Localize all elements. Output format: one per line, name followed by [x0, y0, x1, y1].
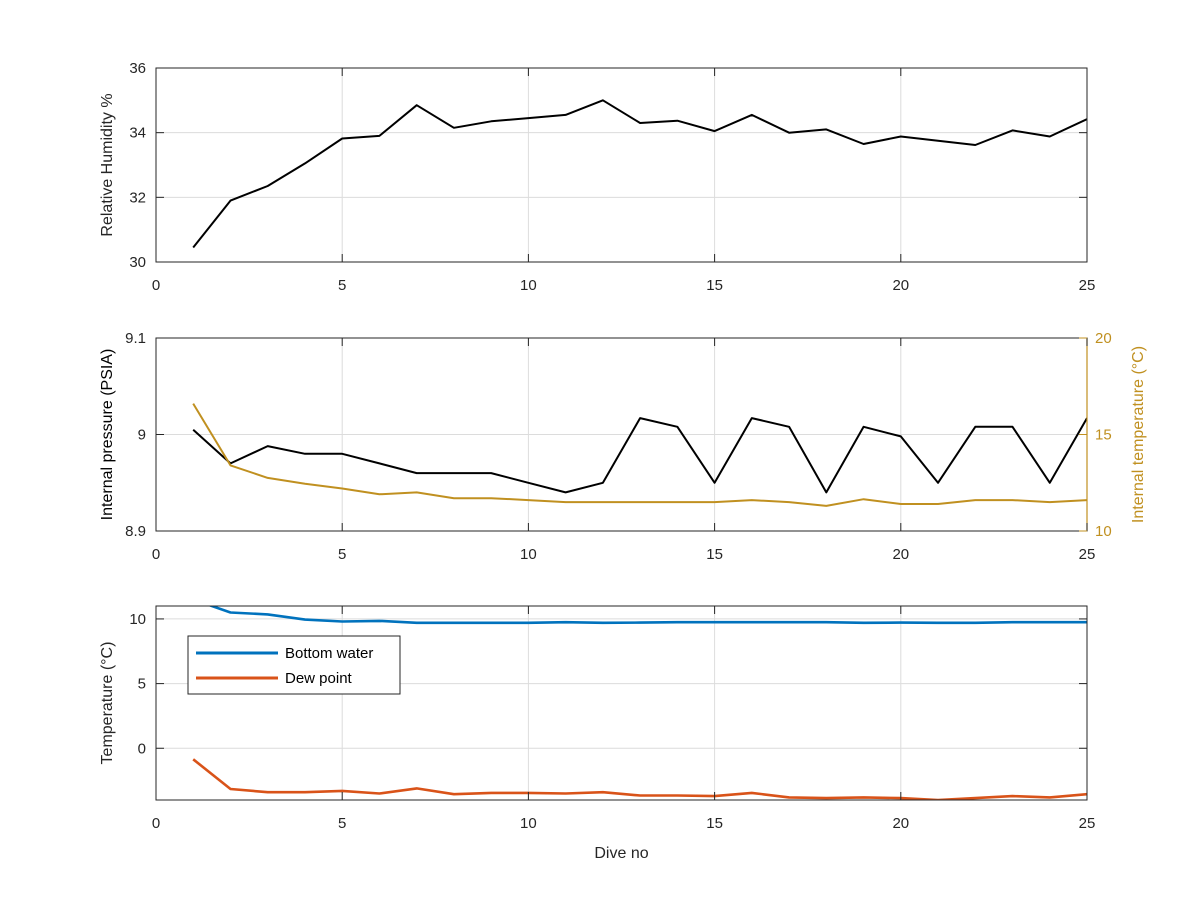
- y2-tick-label: 20: [1095, 330, 1112, 347]
- y-tick-label: 5: [138, 676, 146, 693]
- x-tick-label: 25: [1079, 546, 1096, 563]
- x-tick-label: 5: [338, 546, 346, 563]
- x-tick-label: 0: [152, 546, 160, 563]
- series-dew-point: [192, 758, 1087, 800]
- x-tick-label: 5: [338, 815, 346, 832]
- series-bottom-water: [207, 606, 1087, 625]
- y-tick-label: 34: [129, 125, 146, 142]
- axes-frame: [155, 67, 1088, 263]
- y-axis-label: Relative Humidity %: [99, 93, 116, 236]
- x-tick-label: 15: [706, 815, 723, 832]
- humidity-panel: 0 5 10 15 20 25 30 32 34 36 Relative Humidity %: [99, 60, 1095, 294]
- x-tick-label: 10: [520, 546, 537, 563]
- pressure-temperature-panel: 0 5 10 15 20 25 8.9 9 9.1 10 15 20 Internal temperat…: [99, 330, 1147, 563]
- x-tick-label: 15: [706, 546, 723, 563]
- legend-entry: Dew point: [285, 670, 353, 687]
- x-tick-label: 20: [892, 815, 909, 832]
- y2-tick-label: 10: [1095, 523, 1112, 540]
- x-tick-label: 20: [892, 546, 909, 563]
- legend: Bottom water Dew point: [187, 635, 401, 695]
- y2-tick-label: 15: [1095, 427, 1112, 444]
- y2-axis-label: Internal temperature (°C): [1130, 346, 1147, 523]
- x-tick-label: 5: [338, 277, 346, 294]
- temperature-panel: 0 5 10 15 20 25 0 5 10 Temperature (°C) Dive no Bot…: [99, 605, 1096, 862]
- x-tick-label: 0: [152, 277, 160, 294]
- y-tick-label: 9.1: [125, 330, 146, 347]
- x-tick-label: 0: [152, 815, 160, 832]
- y-axis-label: Temperature (°C): [99, 642, 116, 765]
- y-tick-label: 9: [138, 427, 146, 444]
- x-tick-label: 15: [706, 277, 723, 294]
- x-tick-label: 10: [520, 277, 537, 294]
- plot-area: [156, 68, 1087, 262]
- axes-frame: [155, 605, 1088, 801]
- series-line-0: [192, 417, 1087, 494]
- y-tick-label: 36: [129, 60, 146, 77]
- y-tick-label: 0: [138, 740, 146, 757]
- y-tick-label: 30: [129, 254, 146, 271]
- x-axis-label: Dive no: [594, 845, 648, 862]
- plot-area: [156, 606, 1087, 800]
- x-tick-label: 10: [520, 815, 537, 832]
- series-line-1: [192, 403, 1087, 507]
- y-tick-label: 8.9: [125, 523, 146, 540]
- series-line-0: [192, 99, 1087, 249]
- x-tick-label: 20: [892, 277, 909, 294]
- legend-entry: Bottom water: [285, 645, 373, 662]
- y-tick-label: 10: [129, 611, 146, 628]
- x-tick-label: 25: [1079, 277, 1096, 294]
- x-tick-label: 25: [1079, 815, 1096, 832]
- legend-box: [187, 635, 401, 695]
- y-axis-label: Internal pressure (PSIA): [99, 349, 116, 521]
- y-tick-label: 32: [129, 189, 146, 206]
